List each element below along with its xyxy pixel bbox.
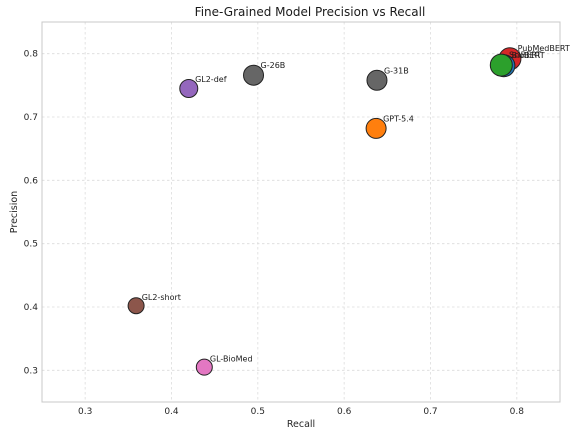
point-label: G-26B	[261, 61, 286, 70]
x-tick-label: 0.8	[510, 407, 525, 417]
x-axis-label: Recall	[287, 419, 315, 430]
x-tick-label: 0.4	[164, 407, 179, 417]
data-point	[365, 117, 387, 139]
y-tick-label: 0.6	[24, 176, 39, 186]
y-tick-label: 0.5	[24, 240, 38, 250]
point-label-layer: GL-BioMed GL2-short GL2-def G-26B G-31B GPT-5…	[142, 44, 570, 364]
point-label: BioBERT	[512, 51, 545, 60]
y-tick-label: 0.3	[24, 366, 38, 376]
grid-layer	[42, 22, 560, 402]
x-tick-label: 0.6	[337, 407, 352, 417]
chart-title: Fine-Grained Model Precision vs Recall	[195, 5, 426, 19]
point-label: SciBERT	[509, 50, 541, 59]
y-tick-label: 0.8	[24, 50, 39, 60]
x-tick-label: 0.7	[423, 407, 437, 417]
data-point	[366, 69, 388, 91]
x-tick-label: 0.5	[251, 407, 265, 417]
point-label: GL2-def	[195, 75, 227, 84]
data-point	[127, 297, 145, 315]
point-label: PubMedBERT	[518, 44, 570, 53]
point-label: G-31B	[384, 66, 409, 75]
data-point	[243, 64, 265, 86]
plot-frame	[41, 21, 561, 403]
data-point	[179, 79, 199, 98]
y-axis-label: Precision	[9, 191, 20, 233]
y-tick-label: 0.4	[24, 303, 39, 313]
data-point	[489, 53, 513, 77]
y-tick-label: 0.7	[24, 113, 38, 123]
x-tick-label: 0.3	[78, 407, 92, 417]
point-label: GL2-short	[142, 293, 181, 302]
point-label: GPT-5.4	[383, 114, 414, 123]
data-point	[195, 358, 213, 376]
tick-layer: 0.3 0.4 0.5 0.6 0.7 0.8 0.3 0.4 0.5 0.6 0.7 0.8	[24, 50, 525, 417]
point-layer	[127, 47, 522, 376]
point-label: GL-BioMed	[210, 355, 253, 364]
